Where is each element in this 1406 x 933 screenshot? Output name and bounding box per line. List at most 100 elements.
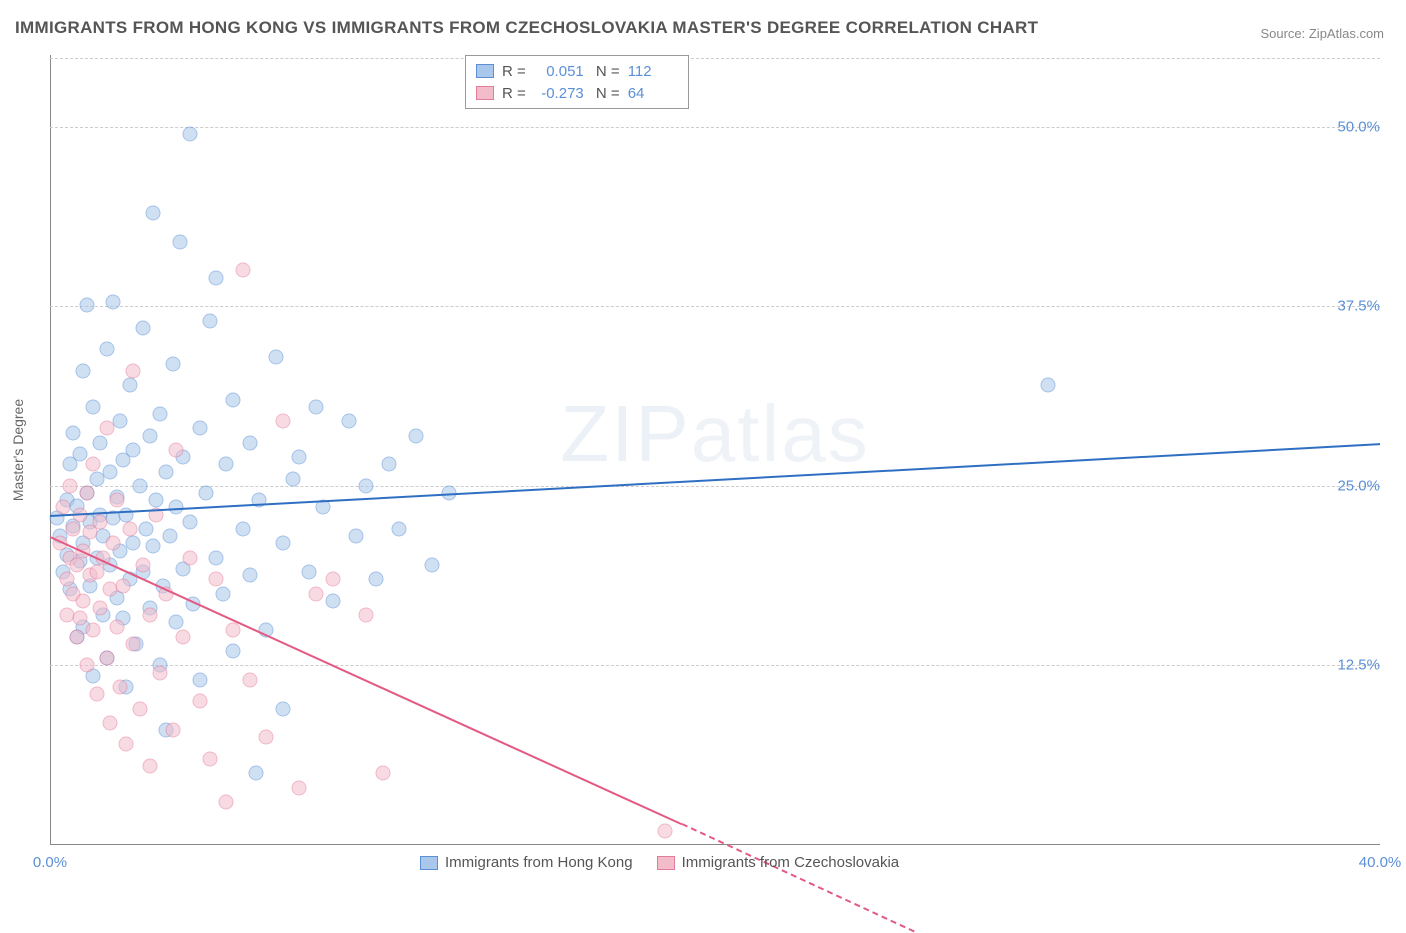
data-point <box>69 629 84 644</box>
data-point <box>152 665 167 680</box>
data-point <box>358 478 373 493</box>
legend-row: R = -0.273 N = 64 <box>476 82 678 104</box>
data-point <box>126 364 141 379</box>
data-point <box>76 593 91 608</box>
legend-n-label: N = <box>592 63 620 80</box>
legend-r-label: R = <box>502 85 526 102</box>
data-point <box>116 579 131 594</box>
data-point <box>89 565 104 580</box>
source-attribution: Source: ZipAtlas.com <box>1260 26 1384 41</box>
legend-n-label: N = <box>592 85 620 102</box>
data-point <box>162 529 177 544</box>
data-point <box>122 522 137 537</box>
data-point <box>56 500 71 515</box>
data-point <box>86 399 101 414</box>
data-point <box>142 608 157 623</box>
data-point <box>309 399 324 414</box>
data-point <box>209 550 224 565</box>
data-point <box>62 478 77 493</box>
x-axis-line <box>50 844 1380 845</box>
data-point <box>225 392 240 407</box>
data-point <box>225 622 240 637</box>
data-point <box>79 658 94 673</box>
data-point <box>99 651 114 666</box>
data-point <box>235 522 250 537</box>
data-point <box>112 414 127 429</box>
gridline <box>50 58 1380 59</box>
data-point <box>392 522 407 537</box>
y-tick-label: 25.0% <box>1320 477 1380 494</box>
data-point <box>166 356 181 371</box>
legend-swatch <box>420 856 438 870</box>
data-point <box>242 567 257 582</box>
legend-n-value: 112 <box>628 63 678 80</box>
y-tick-label: 50.0% <box>1320 118 1380 135</box>
y-axis-line <box>50 55 51 845</box>
data-point <box>202 313 217 328</box>
y-axis-label: Master's Degree <box>10 399 26 501</box>
data-point <box>235 263 250 278</box>
legend-r-value: -0.273 <box>534 85 584 102</box>
data-point <box>102 715 117 730</box>
data-point <box>126 536 141 551</box>
chart-title: IMMIGRANTS FROM HONG KONG VS IMMIGRANTS … <box>15 18 1038 38</box>
data-point <box>109 619 124 634</box>
data-point <box>146 539 161 554</box>
legend-r-label: R = <box>502 63 526 80</box>
data-point <box>259 730 274 745</box>
data-point <box>375 766 390 781</box>
trend-line <box>50 536 683 825</box>
gridline <box>50 127 1380 128</box>
data-point <box>92 601 107 616</box>
data-point <box>79 486 94 501</box>
data-point <box>368 572 383 587</box>
data-point <box>99 342 114 357</box>
data-point <box>302 565 317 580</box>
trend-line <box>50 443 1380 517</box>
data-point <box>142 759 157 774</box>
data-point <box>76 364 91 379</box>
data-point <box>106 295 121 310</box>
data-point <box>348 529 363 544</box>
data-point <box>136 557 151 572</box>
data-point <box>152 407 167 422</box>
data-point <box>146 206 161 221</box>
data-point <box>182 514 197 529</box>
legend-series-item: Immigrants from Hong Kong <box>420 854 633 871</box>
legend-swatch <box>657 856 675 870</box>
data-point <box>109 493 124 508</box>
data-point <box>215 586 230 601</box>
data-point <box>182 127 197 142</box>
data-point <box>192 672 207 687</box>
data-point <box>382 457 397 472</box>
data-point <box>325 572 340 587</box>
data-point <box>225 644 240 659</box>
data-point <box>285 471 300 486</box>
data-point <box>72 447 87 462</box>
data-point <box>132 478 147 493</box>
data-point <box>139 522 154 537</box>
data-point <box>59 572 74 587</box>
data-point <box>242 672 257 687</box>
data-point <box>342 414 357 429</box>
data-point <box>658 823 673 838</box>
data-point <box>66 522 81 537</box>
data-point <box>219 794 234 809</box>
data-point <box>192 421 207 436</box>
data-point <box>102 464 117 479</box>
data-point <box>119 737 134 752</box>
data-point <box>89 687 104 702</box>
data-point <box>132 701 147 716</box>
plot-region: ZIPatlas 12.5%25.0%37.5%50.0%0.0%40.0% <box>50 55 1380 845</box>
data-point <box>79 297 94 312</box>
data-point <box>182 550 197 565</box>
data-point <box>176 629 191 644</box>
data-point <box>92 435 107 450</box>
legend-swatch <box>476 64 494 78</box>
legend-swatch <box>476 86 494 100</box>
chart-area: Master's Degree ZIPatlas 12.5%25.0%37.5%… <box>50 55 1380 845</box>
legend-n-value: 64 <box>628 85 678 102</box>
data-point <box>292 780 307 795</box>
data-point <box>275 414 290 429</box>
data-point <box>202 751 217 766</box>
